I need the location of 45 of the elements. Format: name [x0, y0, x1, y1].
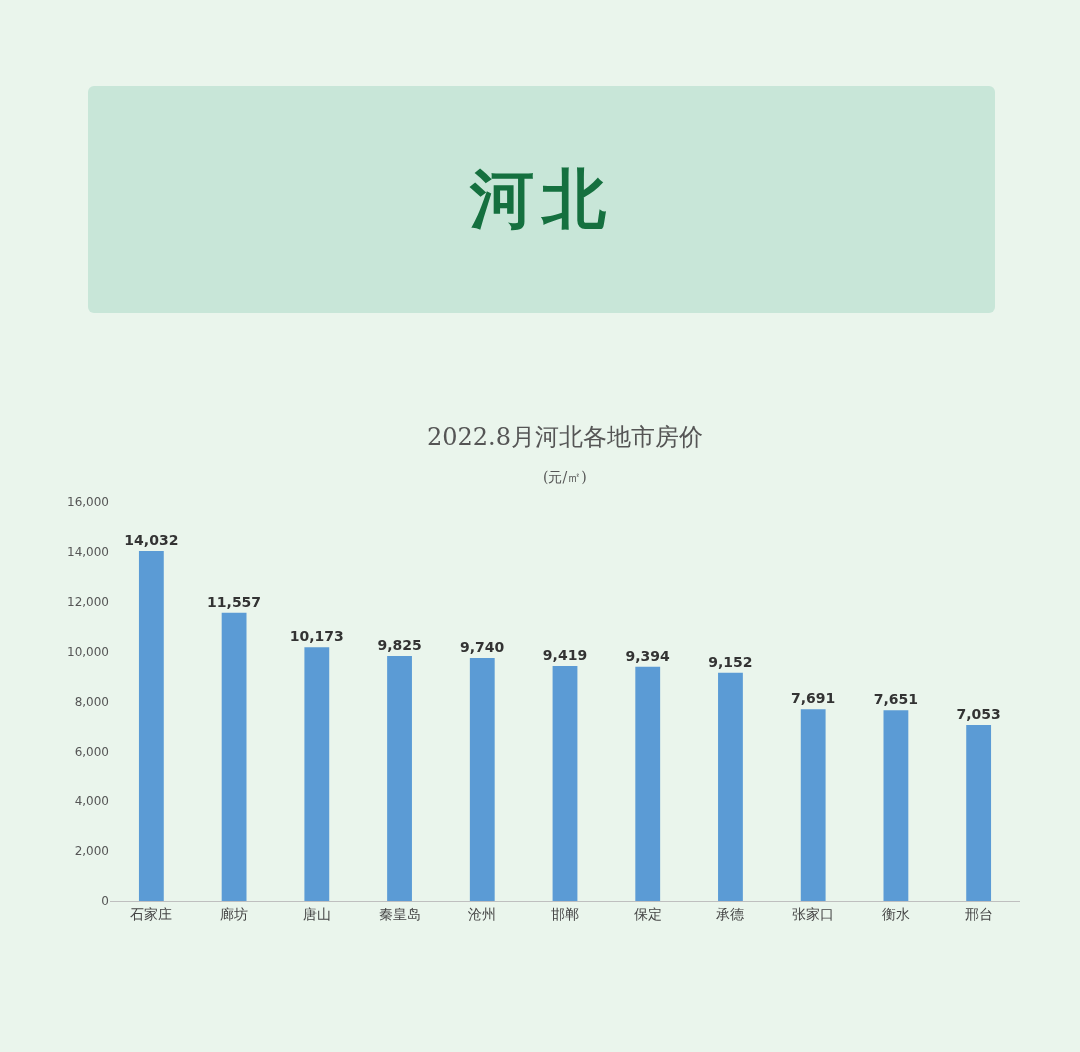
y-tick-label: 8,000 [74, 694, 109, 709]
data-label: 9,419 [542, 647, 588, 664]
x-tick-label: 廊坊 [220, 905, 249, 922]
y-tick-label: 4,000 [74, 794, 109, 809]
x-tick-label: 邢台 [964, 905, 993, 922]
bar [718, 672, 743, 901]
data-label: 10,173 [289, 628, 344, 645]
y-tick-label: 16,000 [67, 495, 109, 510]
data-label: 9,152 [708, 653, 753, 670]
y-tick-label: 6,000 [74, 744, 109, 759]
bar [883, 710, 909, 901]
data-label: 9,394 [625, 647, 670, 664]
y-tick-label: 0 [101, 894, 109, 909]
chart-title: 河北 [88, 86, 995, 313]
bar [552, 666, 578, 901]
data-label: 9,825 [377, 636, 422, 653]
y-tick-label: 14,000 [67, 545, 109, 560]
bar [138, 551, 164, 901]
data-label: 7,053 [956, 706, 1001, 723]
x-tick-label: 承德 [716, 905, 745, 922]
y-tick-label: 10,000 [67, 644, 109, 659]
text: (元/㎡) [543, 469, 587, 485]
data-label: 14,032 [124, 532, 179, 549]
y-tick-label: 2,000 [74, 844, 109, 859]
x-tick-label: 沧州 [468, 905, 497, 922]
x-tick-label: 秦皇岛 [378, 905, 421, 922]
x-tick-label: 张家口 [792, 905, 835, 922]
bar [304, 647, 330, 901]
data-label: 11,557 [207, 593, 262, 610]
bar [635, 666, 661, 901]
x-tick-label: 唐山 [302, 905, 331, 922]
x-tick-label: 保定 [633, 905, 662, 922]
bar [800, 709, 826, 901]
bar [387, 655, 412, 901]
bar [966, 725, 992, 901]
data-label: 7,691 [791, 690, 836, 707]
bar [221, 612, 247, 901]
bar [469, 658, 495, 901]
chart-subtitle: 2022.8月河北各地市房价 [427, 423, 703, 452]
y-tick-label: 12,000 [67, 594, 109, 609]
data-label: 7,651 [873, 691, 919, 708]
data-label: 9,740 [460, 639, 505, 656]
x-tick-label: 邯郸 [551, 905, 579, 922]
x-tick-label: 石家庄 [130, 905, 173, 922]
x-tick-label: 衡水 [881, 905, 910, 922]
